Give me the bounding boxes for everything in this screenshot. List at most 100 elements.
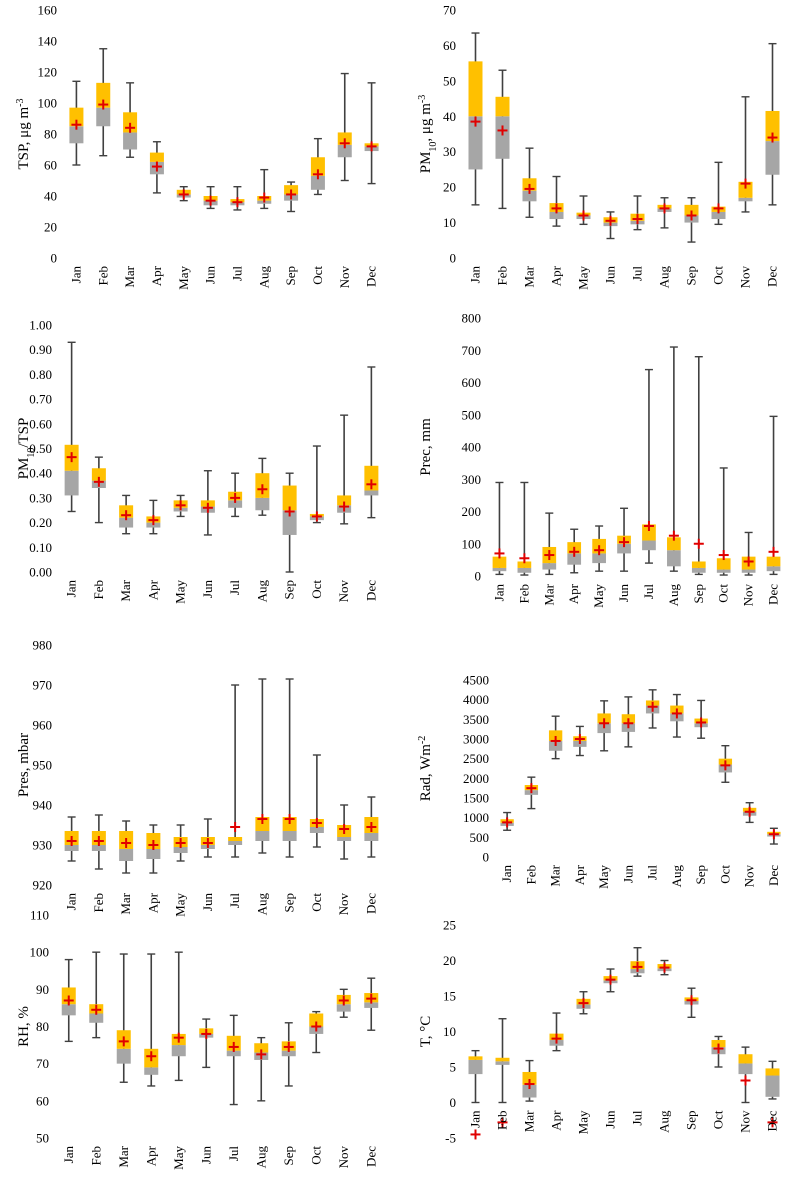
y-tick-label: 100 [462, 536, 482, 551]
x-tick-label: May [171, 1146, 186, 1170]
box-upper-jan [468, 61, 483, 117]
y-axis-label: Prec, mm [418, 418, 434, 476]
y-tick-label: 0 [475, 569, 482, 584]
mean-marker-feb [91, 1004, 102, 1015]
y-tick-label: 100 [30, 945, 50, 960]
x-tick-label: Jun [200, 893, 215, 912]
x-tick-label: Dec [765, 1110, 780, 1131]
mean-marker-nov [338, 995, 349, 1006]
mean-marker-feb [93, 836, 104, 846]
box-upper-jan [69, 107, 84, 127]
mean-marker-jan [502, 817, 513, 828]
x-tick-label: Nov [336, 580, 351, 603]
mean-marker-dec [767, 1117, 778, 1128]
mean-marker-jan [470, 116, 481, 127]
x-tick-label: Aug [253, 1146, 268, 1169]
box-upper-aug [254, 1043, 269, 1053]
y-tick-label: 0.80 [29, 367, 52, 382]
box-lower-dec [765, 1075, 780, 1097]
y-tick-label: 3000 [463, 732, 489, 747]
y-tick-label: 140 [38, 34, 58, 49]
y-tick-label: 0.00 [29, 565, 52, 580]
x-tick-label: Mar [548, 864, 563, 886]
y-tick-label: 0.30 [29, 490, 52, 505]
box-lower-feb [96, 107, 111, 127]
mean-marker-oct [713, 1043, 724, 1054]
x-tick-label: Aug [657, 1110, 672, 1133]
mean-marker-oct [718, 550, 729, 561]
mean-marker-may [173, 1032, 184, 1043]
y-tick-label: 1500 [463, 791, 489, 806]
chart-2: 0 10 20 30 40 50 60 70 PM10, μg m-3 Jan Feb Mar Apr M… [417, 3, 780, 290]
x-tick-label: Nov [336, 893, 351, 916]
y-tick-label: 960 [33, 718, 53, 733]
x-tick-label: Oct [716, 584, 731, 603]
chart-6: 0 500 1000 1500 2000 2500 3000 3500 4000 4500 Rad,… [417, 673, 781, 889]
mean-marker-jun [619, 537, 630, 548]
box-lower-may [171, 1045, 186, 1057]
mean-marker-mar [118, 1036, 129, 1047]
box-lower-oct [716, 569, 731, 573]
x-tick-label: Oct [711, 1110, 726, 1129]
y-tick-label: 0 [450, 1095, 457, 1110]
mean-marker-jul [228, 1041, 239, 1052]
box-lower-apr [146, 849, 161, 859]
mean-marker-oct [311, 1021, 322, 1032]
chart-8: -5 0 5 10 15 20 25 T, °C Jan Feb Mar Apr May Jun Jul Au… [418, 918, 780, 1146]
mean-marker-jul [230, 822, 241, 832]
mean-marker-sep [686, 995, 697, 1006]
box-lower-feb [495, 116, 510, 159]
mean-marker-nov [740, 1075, 751, 1086]
y-axis-label: Pres, mbar [16, 733, 32, 797]
mean-marker-jan [494, 548, 505, 559]
y-tick-label: 10 [443, 215, 456, 230]
box-lower-mar [119, 849, 134, 861]
y-tick-label: 0.50 [29, 441, 52, 456]
mean-marker-aug [659, 203, 670, 214]
mean-marker-aug [668, 530, 679, 541]
x-tick-label: Dec [766, 584, 781, 605]
mean-marker-aug [671, 708, 682, 719]
x-tick-label: May [591, 584, 606, 608]
x-tick-label: Aug [254, 580, 269, 603]
x-tick-label: May [596, 865, 611, 889]
y-tick-label: 0.60 [29, 416, 52, 431]
box-lower-jul [642, 540, 656, 551]
y-tick-label: 100 [38, 96, 58, 111]
x-tick-label: Jun [603, 266, 618, 285]
x-tick-label: Dec [363, 893, 378, 914]
box-lower-dec [766, 566, 781, 572]
box-upper-feb [495, 1057, 510, 1062]
box-upper-mar [548, 730, 563, 741]
x-tick-label: Feb [91, 893, 106, 913]
box-lower-dec [364, 1002, 379, 1008]
x-tick-label: Feb [516, 584, 531, 604]
y-tick-label: 80 [44, 127, 57, 142]
mean-marker-dec [366, 822, 377, 832]
box-lower-oct [711, 211, 726, 220]
box-lower-jan [64, 470, 79, 496]
box-upper-dec [765, 1068, 780, 1076]
y-tick-label: 0.20 [29, 515, 52, 530]
mean-marker-sep [686, 210, 697, 221]
x-tick-label: Aug [256, 266, 271, 289]
y-tick-label: 5 [450, 1060, 457, 1075]
x-tick-label: Oct [310, 266, 325, 285]
box-lower-sep [281, 1050, 296, 1057]
y-tick-label: 0 [51, 251, 58, 266]
x-tick-label: Apr [572, 864, 587, 885]
x-tick-label: Mar [522, 1110, 537, 1132]
y-tick-label: 950 [33, 758, 53, 773]
y-axis-label: PM10/TSP [16, 418, 37, 480]
y-axis-label: TSP, μg m-3 [15, 99, 33, 170]
mean-marker-jun [605, 215, 616, 226]
mean-marker-apr [551, 203, 562, 214]
mean-marker-mar [524, 183, 535, 194]
box-upper-nov [337, 495, 352, 506]
y-axis-label: RH, % [16, 1006, 32, 1047]
x-tick-label: Jan [468, 1110, 483, 1128]
x-tick-label: Nov [741, 584, 756, 607]
mean-marker-nov [339, 824, 350, 834]
x-tick-label: Apr [145, 579, 160, 600]
mean-marker-oct [311, 818, 322, 828]
